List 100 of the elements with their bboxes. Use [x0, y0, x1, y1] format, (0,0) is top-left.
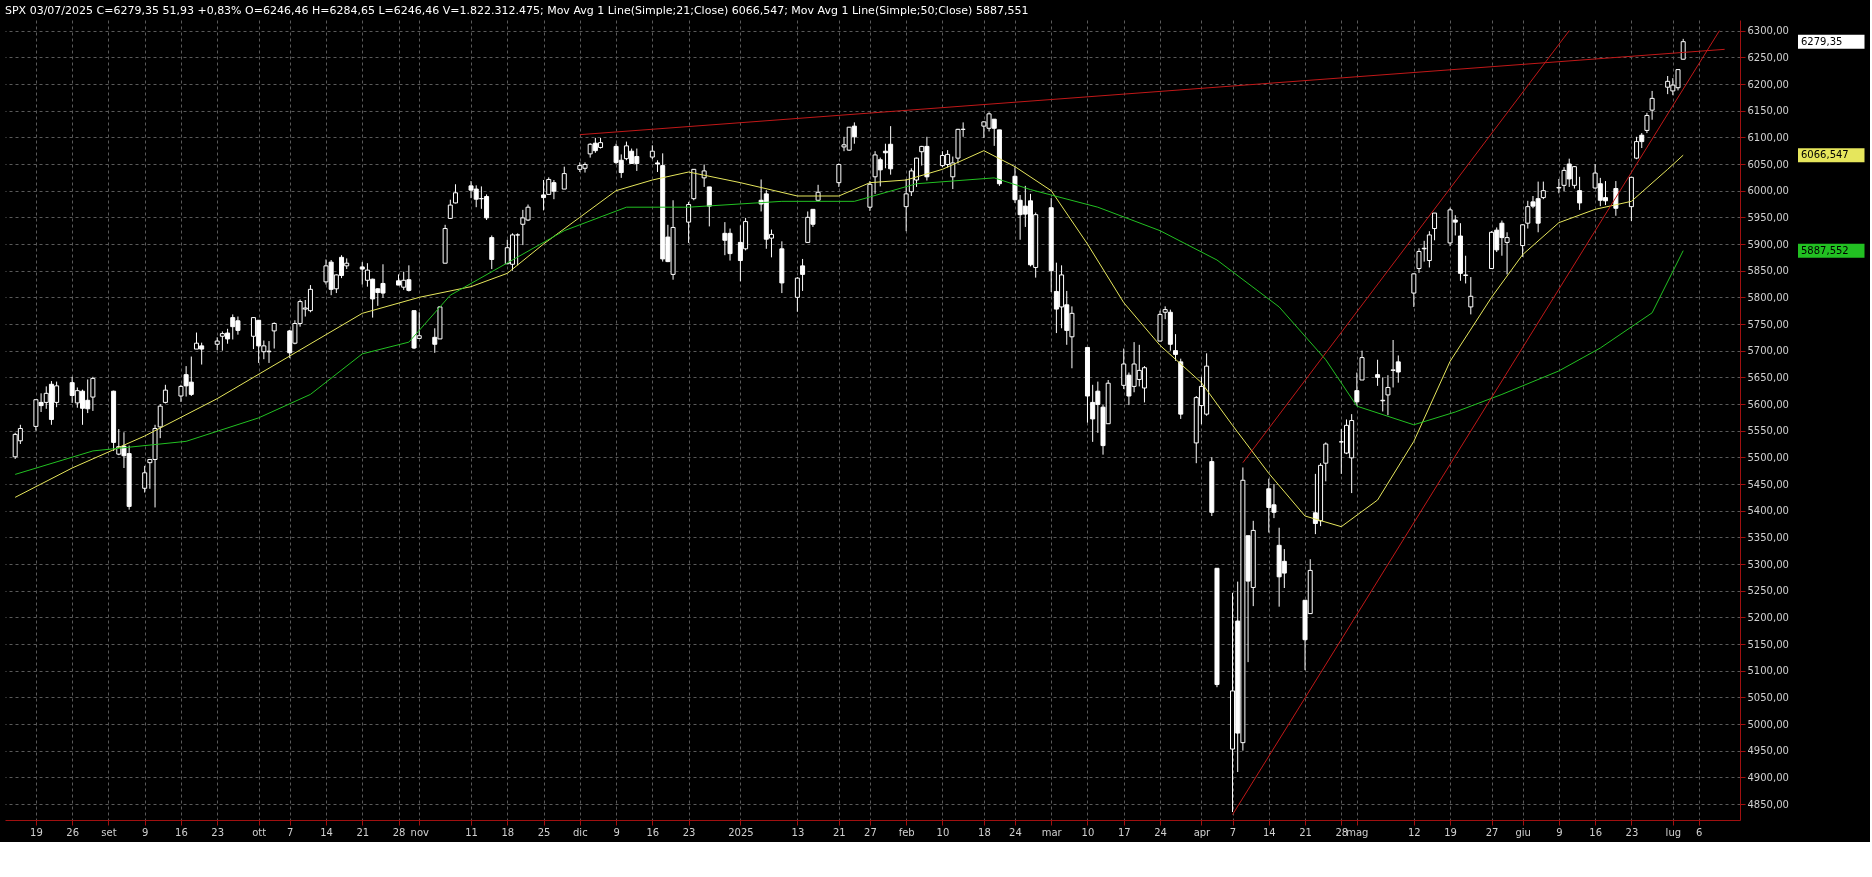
y-tick-label: 6150,00 [1747, 105, 1789, 117]
y-tick-label: 5050,00 [1747, 691, 1789, 703]
y-tick-label: 5700,00 [1747, 345, 1789, 357]
y-tick-label: 5550,00 [1747, 425, 1789, 437]
x-tick-label: 21 [1299, 826, 1312, 838]
x-tick-label: 26 [66, 826, 80, 838]
x-tick-label: 24 [1009, 826, 1022, 838]
y-tick-label: 5000,00 [1747, 718, 1789, 730]
y-tick-label: 6000,00 [1747, 185, 1789, 197]
y-tick-label: 5100,00 [1747, 665, 1789, 677]
candlestick [1680, 38, 1686, 60]
x-tick-label: 18 [501, 826, 515, 838]
x-tick-label: feb [898, 826, 915, 838]
y-tick-label: 5600,00 [1747, 398, 1789, 410]
x-tick-label: dic [573, 826, 588, 838]
text: 5887,552 [1801, 244, 1849, 256]
x-tick-label: 23 [211, 826, 225, 838]
x-tick-label: 14 [1262, 826, 1276, 838]
x-tick-label: 17 [1117, 826, 1131, 838]
x-tick-label: giu [1515, 826, 1531, 838]
y-tick-label: 5800,00 [1747, 291, 1789, 303]
candlestick [1375, 359, 1381, 387]
x-tick-label: 23 [1625, 826, 1639, 838]
x-tick-label: 16 [646, 826, 660, 838]
candlestick [1416, 247, 1422, 274]
x-tick-label: 11 [465, 826, 478, 838]
y-tick-label: 5500,00 [1747, 451, 1789, 463]
y-tick-label: 5650,00 [1747, 371, 1789, 383]
candlestick [1090, 384, 1096, 443]
y-tick-label: 6100,00 [1747, 131, 1789, 143]
candlestick [142, 465, 148, 494]
x-tick-label: 28 [392, 826, 406, 838]
y-tick-label: 5250,00 [1747, 585, 1789, 597]
x-tick-label: 14 [320, 826, 333, 838]
x-tick-label: 25 [537, 826, 551, 838]
candlestick [686, 201, 692, 244]
candlestick [157, 403, 163, 439]
x-tick-label: 18 [978, 826, 991, 838]
x-tick-label: 9 [142, 826, 149, 838]
x-tick-label: 27 [1485, 826, 1499, 838]
candlestick [1468, 276, 1474, 315]
candlestick [561, 166, 567, 190]
y-tick-label: 5350,00 [1747, 531, 1789, 543]
candlestick [489, 234, 495, 270]
y-tick-label: 4900,00 [1747, 771, 1789, 783]
candlestick [271, 321, 277, 350]
candlestick [903, 178, 909, 232]
candlestick [447, 199, 453, 220]
y-tick-label: 4850,00 [1747, 798, 1789, 810]
x-tick-label: 2025 [728, 826, 754, 838]
y-tick-label: 5900,00 [1747, 238, 1789, 250]
y-tick-label: 5750,00 [1747, 318, 1789, 330]
y-tick-label: 5450,00 [1747, 478, 1789, 490]
y-tick-label: 5200,00 [1747, 611, 1789, 623]
x-tick-label: 19 [30, 826, 43, 838]
candlestick [1571, 165, 1577, 190]
x-tick-label: 9 [1556, 826, 1563, 838]
x-tick-label: 24 [1154, 826, 1167, 838]
y-tick-label: 5300,00 [1747, 558, 1789, 570]
y-tick-label: 5400,00 [1747, 505, 1789, 517]
x-tick-label: 10 [1081, 826, 1095, 838]
candlestick [1354, 372, 1360, 407]
candlestick [1173, 333, 1179, 362]
x-tick-label: mag [1346, 826, 1369, 838]
candlestick [1520, 223, 1526, 258]
x-tick-label: apr [1193, 826, 1212, 838]
candlestick [307, 284, 313, 313]
candlestick [1577, 176, 1583, 211]
candlestick [706, 186, 712, 227]
candlestick [794, 276, 800, 313]
candlestick [836, 162, 842, 188]
x-tick-label: 7 [1229, 826, 1237, 838]
text: 6066,547 [1801, 149, 1849, 161]
y-tick-label: 6050,00 [1747, 158, 1789, 170]
x-tick-label: 13 [791, 826, 805, 838]
x-tick-label: 19 [1444, 826, 1457, 838]
y-tick-label: 5950,00 [1747, 211, 1789, 223]
y-tick-label: 5850,00 [1747, 265, 1789, 277]
candlestick [1665, 75, 1671, 95]
x-tick-label: 28 [1335, 826, 1349, 838]
x-tick-label: ott [252, 826, 267, 838]
candlestick [800, 258, 806, 292]
x-tick-label: 10 [936, 826, 950, 838]
x-tick-label: 9 [613, 826, 620, 838]
candlestick [1411, 272, 1417, 308]
candlestick [1323, 441, 1329, 482]
x-tick-label: 12 [1407, 826, 1421, 838]
candlestick [1359, 350, 1365, 381]
x-tick-label: set [101, 826, 117, 838]
x-tick-label: nov [410, 826, 429, 838]
x-tick-label: mar [1041, 826, 1063, 838]
y-tick-label: 6200,00 [1747, 78, 1789, 90]
candlestick [90, 376, 96, 412]
x-tick-label: 21 [832, 826, 846, 838]
candlestick [1385, 374, 1391, 416]
x-tick-label: 16 [175, 826, 188, 838]
line-series [14, 177, 1684, 475]
y-tick-label: 4950,00 [1747, 745, 1789, 757]
y-tick-label: 6300,00 [1747, 25, 1789, 37]
y-tick-label: 5150,00 [1747, 638, 1789, 650]
